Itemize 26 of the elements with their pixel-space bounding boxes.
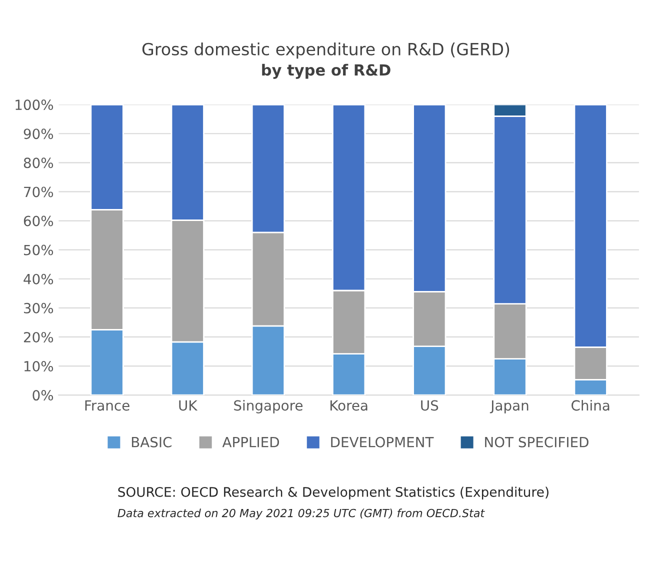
legend-label: NOT SPECIFIED — [485, 436, 588, 448]
x-tick-label: UK — [179, 400, 198, 411]
y-tick-label: 30% — [24, 302, 54, 314]
source-note: SOURCE: OECD Research & Development Statistics (Expenditure) — [118, 486, 548, 500]
x-tick-label: US — [421, 400, 438, 411]
y-tick-label: 80% — [24, 158, 54, 168]
y-tick-label: 60% — [24, 216, 54, 226]
x-tick-label: China — [572, 400, 610, 411]
y-tick-label: 50% — [24, 244, 54, 256]
chart-subtitle: by type of R&D — [262, 64, 390, 79]
x-tick-label: Japan — [490, 400, 528, 414]
y-tick-label: 90% — [24, 128, 54, 140]
y-tick-label: 10% — [24, 361, 54, 372]
chart-title: Gross domestic expenditure on R&D (GERD) — [142, 42, 510, 59]
legend-label: DEVELOPMENT — [331, 436, 434, 448]
y-tick-label: 20% — [24, 332, 54, 342]
legend-label: APPLIED — [222, 437, 279, 448]
y-tick-label: 100% — [16, 100, 54, 110]
y-tick-label: 70% — [24, 186, 54, 198]
legend-label: BASIC — [132, 436, 172, 448]
y-tick-label: 40% — [24, 274, 54, 284]
y-tick-label: 0% — [32, 390, 54, 401]
x-tick-label: Singapore — [234, 400, 303, 414]
text: Data extracted on 20 May 2021 09:25 UTC (GMT) from OECD.Stat — [118, 508, 485, 520]
x-tick-label: France — [85, 400, 130, 411]
x-tick-label: Korea — [330, 400, 368, 411]
